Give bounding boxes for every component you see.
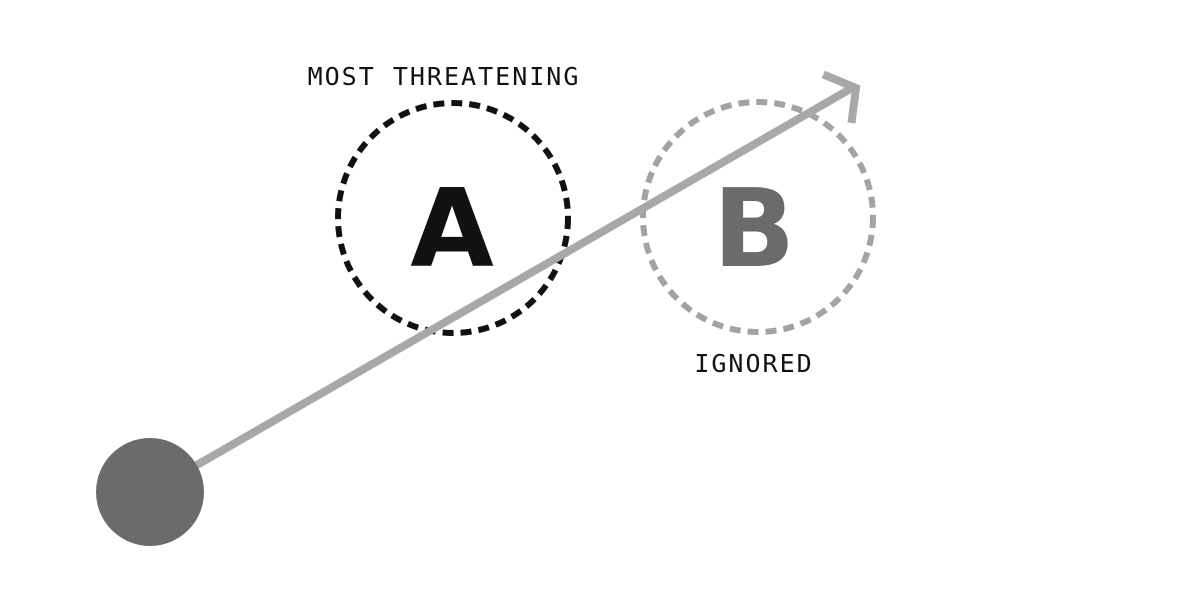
- trajectory-arrow: [146, 70, 861, 496]
- obstacle-a-circle: [335, 100, 571, 336]
- obstacle-b-label: IGNORED: [694, 349, 813, 378]
- obstacle-a-letter: A: [410, 167, 494, 292]
- obstacle-a-label: MOST THREATENING: [308, 62, 581, 91]
- obstacle-b-letter: B: [713, 167, 795, 292]
- trajectory-line: [146, 84, 856, 496]
- agent-circle: [96, 438, 204, 546]
- obstacle-b-circle: [640, 99, 876, 335]
- arrowhead-icon: [821, 70, 861, 124]
